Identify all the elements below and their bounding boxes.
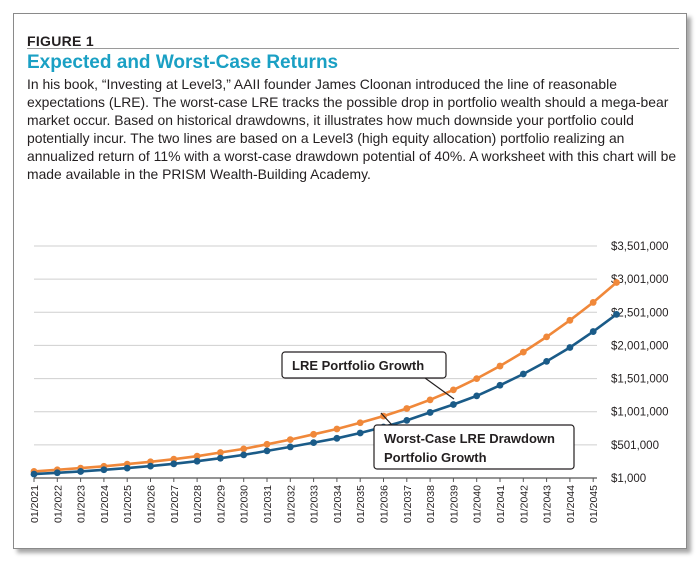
y-axis-ticks: $1,000 $501,000 $1,001,000 $1,501,000 $2,001…	[611, 241, 669, 485]
figure-title: Expected and Worst-Case Returns	[27, 52, 339, 73]
worst-case-data-point	[147, 462, 154, 470]
x-tick-label: 01/2035	[355, 485, 367, 523]
x-tick-label: 01/2031	[262, 485, 274, 523]
worst-case-data-point	[170, 460, 178, 468]
x-tick-label: 01/2041	[495, 485, 507, 523]
lre-data-point	[589, 299, 597, 306]
callout-pointer	[380, 412, 393, 426]
callout-label: LRE Portfolio Growth	[292, 358, 424, 373]
worst-case-data-point	[426, 409, 434, 416]
x-tick-label: 01/2022	[52, 485, 64, 523]
worst-case-data-point	[217, 454, 224, 462]
lre-data-point	[543, 333, 550, 341]
worst-case-data-point	[286, 443, 294, 451]
x-tick-label: 01/2024	[99, 485, 111, 523]
callout-box-worst-case	[373, 424, 575, 470]
x-tick-label: 01/2029	[215, 485, 227, 523]
y-tick-label: $1,501,000	[611, 374, 669, 386]
lre-data-point	[566, 316, 574, 324]
callout-label: Portfolio Growth	[384, 450, 487, 465]
x-tick-label: 01/2043	[542, 485, 554, 523]
worst-case-data-point	[496, 381, 504, 389]
worst-case-data-point	[123, 464, 131, 472]
x-tick-label: 01/2030	[239, 485, 251, 523]
figure-caption: In his book, “Investing at Level3,” AAII…	[27, 76, 677, 182]
lre-data-point	[356, 419, 364, 427]
worst-case-data-point	[473, 392, 481, 400]
series-line-lre	[33, 281, 618, 473]
callout-pointer	[424, 377, 455, 400]
lre-data-point	[519, 348, 527, 356]
callout-box-lre	[281, 351, 447, 379]
figure-frame: FIGURE 1 Expected and Worst-Case Returns…	[13, 13, 687, 549]
lre-data-point	[403, 405, 411, 412]
figure-divider	[27, 48, 679, 49]
lre-data-point	[286, 436, 294, 444]
worst-case-data-point	[613, 310, 620, 318]
lre-data-point	[333, 425, 341, 433]
lre-data-point	[193, 452, 201, 460]
lre-data-point	[473, 375, 481, 383]
x-tick-label: 01/2039	[448, 485, 460, 523]
y-tick-label: $2,001,000	[611, 340, 669, 352]
y-tick-label: $501,000	[611, 440, 659, 452]
callouts: LRE Portfolio Growth Worst-Case LRE Drawd…	[281, 351, 575, 470]
x-tick-label: 01/2036	[379, 485, 391, 523]
y-tick-label: $2,501,000	[611, 307, 669, 319]
worst-case-data-point	[450, 401, 457, 408]
worst-case-data-point	[543, 358, 550, 365]
lre-data-point	[450, 386, 457, 394]
x-tick-label: 01/2026	[146, 485, 158, 523]
y-tick-label: $1,000	[611, 473, 646, 485]
lre-data-point	[496, 362, 504, 370]
x-tick-label: 01/2021	[29, 485, 41, 523]
worst-case-data-point	[310, 439, 317, 447]
worst-case-data-point	[356, 429, 364, 437]
x-tick-label: 01/2028	[192, 485, 204, 523]
x-tick-label: 01/2023	[76, 485, 88, 523]
worst-case-data-point	[193, 457, 201, 465]
x-tick-label: 01/2037	[402, 485, 414, 523]
x-tick-label: 01/2038	[425, 485, 437, 523]
lre-data-point	[310, 430, 317, 438]
worst-case-data-point	[263, 447, 271, 455]
y-tick-label: $3,001,000	[611, 274, 669, 286]
lre-data-point	[613, 279, 620, 286]
x-tick-label: 01/2032	[285, 485, 297, 523]
callout-label: Worst-Case LRE Drawdown	[384, 431, 555, 446]
x-tick-label: 01/2042	[518, 485, 530, 523]
lre-data-point	[426, 396, 434, 404]
lre-data-point	[217, 449, 224, 456]
figure-label: FIGURE 1	[27, 33, 94, 49]
x-tick-label: 01/2025	[122, 485, 134, 523]
x-axis-ticks: 01/2021 01/2022 01/2023 01/2024 01/2025 01/20…	[29, 478, 600, 523]
y-tick-label: $3,501,000	[611, 241, 669, 253]
worst-case-data-point	[403, 416, 411, 424]
worst-case-data-point	[589, 328, 597, 335]
worst-case-data-point	[566, 344, 574, 351]
worst-case-data-point	[519, 370, 527, 378]
worst-case-data-point	[100, 466, 108, 474]
x-tick-label: 01/2040	[472, 485, 484, 523]
worst-case-data-point	[53, 469, 61, 477]
worst-case-data-point	[333, 434, 341, 442]
y-tick-label: $1,001,000	[611, 407, 669, 419]
worst-case-data-point	[77, 468, 84, 475]
x-tick-label: 01/2045	[588, 485, 600, 523]
worst-case-data-point	[240, 451, 248, 459]
x-tick-label: 01/2027	[169, 485, 181, 523]
lre-data-point	[240, 445, 248, 453]
lre-data-point	[263, 440, 271, 448]
x-tick-label: 01/2033	[309, 485, 321, 523]
series-line-worst-case	[33, 313, 618, 476]
x-tick-label: 01/2034	[332, 485, 344, 523]
worst-case-data-point	[30, 470, 38, 478]
x-tick-label: 01/2044	[565, 485, 577, 523]
